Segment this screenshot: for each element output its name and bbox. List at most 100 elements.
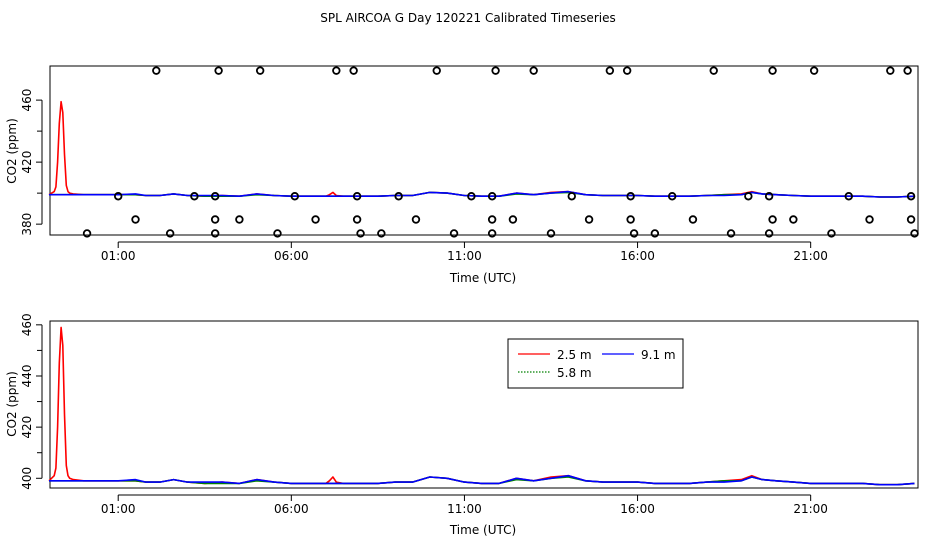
overlay-marker bbox=[650, 229, 660, 238]
overlay-marker bbox=[622, 66, 632, 75]
overlay-marker bbox=[605, 66, 615, 75]
bottom-y-tick-label: 420 bbox=[20, 416, 34, 439]
overlay-marker bbox=[886, 66, 895, 75]
bottom-y-tick-label: 400 bbox=[20, 467, 34, 490]
overlay-marker bbox=[487, 192, 497, 201]
overlay-marker bbox=[508, 215, 518, 224]
overlay-marker bbox=[726, 229, 736, 238]
overlay-marker bbox=[377, 229, 386, 238]
overlay-marker bbox=[844, 192, 853, 201]
overlay-marker bbox=[411, 215, 421, 224]
overlay-marker bbox=[584, 215, 594, 224]
overlay-marker bbox=[709, 66, 718, 75]
overlay-marker bbox=[764, 192, 774, 201]
overlay-marker bbox=[82, 229, 92, 238]
overlay-marker bbox=[487, 215, 497, 224]
overlay-marker bbox=[910, 229, 919, 238]
top-plot-frame bbox=[49, 65, 919, 236]
chart-title: SPL AIRCOA G Day 120221 Calibrated Times… bbox=[320, 11, 615, 25]
overlay-marker bbox=[356, 229, 365, 238]
overlay-marker bbox=[809, 66, 819, 75]
overlay-marker bbox=[827, 229, 836, 238]
bottom-y-tick-label: 460 bbox=[20, 313, 34, 336]
overlay-marker bbox=[467, 192, 476, 201]
overlay-marker bbox=[349, 66, 358, 75]
overlay-marker bbox=[190, 192, 199, 201]
top-y-axis: 380 420 460 bbox=[20, 89, 43, 236]
overlay-marker bbox=[906, 192, 916, 201]
bottom-x-tick-label: 01:00 bbox=[101, 502, 136, 516]
top-y-tick-label: 420 bbox=[20, 151, 34, 174]
top-series-lines bbox=[48, 100, 915, 198]
overlay-marker bbox=[487, 229, 497, 238]
bottom-panel: 400 420 440 460 01:00 06:00 11:00 16:00 21:00 T… bbox=[5, 313, 919, 537]
overlay-marker bbox=[626, 215, 635, 224]
bottom-x-tick-label: 11:00 bbox=[447, 502, 482, 516]
overlay-marker bbox=[449, 229, 459, 238]
top-y-tick-label: 380 bbox=[20, 213, 34, 236]
bottom-x-axis: 01:00 06:00 11:00 16:00 21:00 bbox=[101, 494, 828, 516]
bottom-x-tick-label: 06:00 bbox=[274, 502, 309, 516]
bottom-y-axis: 400 420 440 460 bbox=[20, 313, 43, 490]
overlay-marker bbox=[165, 229, 175, 238]
overlay-marker bbox=[768, 215, 777, 224]
legend-label-2-5m: 2.5 m bbox=[557, 348, 592, 362]
top-x-tick-label: 11:00 bbox=[447, 249, 482, 263]
overlay-marker bbox=[210, 215, 220, 224]
overlay-marker bbox=[626, 192, 635, 201]
top-x-tick-label: 21:00 bbox=[793, 249, 828, 263]
overlay-marker bbox=[906, 215, 916, 224]
top-x-tick-label: 06:00 bbox=[274, 249, 309, 263]
overlay-marker bbox=[529, 66, 538, 75]
bottom-y-axis-label: CO2 (ppm) bbox=[5, 371, 19, 437]
overlay-marker bbox=[290, 192, 299, 201]
top-y-axis-label: CO2 (ppm) bbox=[5, 118, 19, 184]
overlay-marker bbox=[152, 66, 161, 75]
overlay-marker bbox=[394, 192, 403, 201]
overlay-marker bbox=[629, 229, 639, 238]
overlay-marker bbox=[567, 192, 576, 201]
overlay-marker bbox=[688, 215, 698, 224]
legend: 2.5 m 9.1 m 5.8 m bbox=[507, 338, 684, 389]
bottom-y-tick-label: 440 bbox=[20, 365, 34, 388]
overlay-marker bbox=[235, 215, 244, 224]
overlay-marker bbox=[744, 192, 753, 201]
overlay-marker bbox=[352, 215, 362, 224]
bottom-x-axis-label: Time (UTC) bbox=[449, 523, 516, 537]
overlay-marker bbox=[210, 229, 220, 238]
legend-box bbox=[507, 338, 684, 389]
top-overlay-markers bbox=[82, 66, 919, 238]
top-series-line-2-5-m bbox=[48, 100, 915, 198]
bottom-plot-frame bbox=[49, 320, 919, 489]
overlay-marker bbox=[210, 192, 220, 201]
overlay-marker bbox=[768, 66, 777, 75]
bottom-series-line-9-1-m bbox=[49, 474, 915, 486]
legend-label-5-8m: 5.8 m bbox=[557, 366, 592, 380]
overlay-marker bbox=[491, 66, 500, 75]
legend-label-9-1m: 9.1 m bbox=[641, 348, 676, 362]
overlay-marker bbox=[764, 229, 774, 238]
bottom-x-tick-label: 21:00 bbox=[793, 502, 828, 516]
top-x-axis: 01:00 06:00 11:00 16:00 21:00 bbox=[101, 241, 828, 263]
top-x-tick-label: 16:00 bbox=[620, 249, 655, 263]
top-x-axis-label: Time (UTC) bbox=[449, 271, 516, 285]
bottom-x-tick-label: 16:00 bbox=[620, 502, 655, 516]
overlay-marker bbox=[546, 229, 556, 238]
overlay-marker bbox=[789, 215, 798, 224]
top-y-tick-label: 460 bbox=[20, 89, 34, 112]
overlay-marker bbox=[311, 215, 320, 224]
top-series-line-9-1-m bbox=[49, 190, 915, 198]
bottom-series-lines bbox=[48, 326, 915, 486]
overlay-marker bbox=[667, 192, 677, 201]
top-panel: 380 420 460 01:00 06:00 11:00 16:00 21:00 Time… bbox=[5, 65, 919, 285]
overlay-marker bbox=[332, 66, 341, 75]
overlay-marker bbox=[131, 215, 140, 224]
overlay-marker bbox=[432, 66, 441, 75]
top-x-tick-label: 01:00 bbox=[101, 249, 136, 263]
overlay-marker bbox=[255, 66, 265, 75]
overlay-marker bbox=[114, 192, 123, 201]
overlay-marker bbox=[865, 215, 874, 224]
overlay-marker bbox=[273, 229, 282, 238]
